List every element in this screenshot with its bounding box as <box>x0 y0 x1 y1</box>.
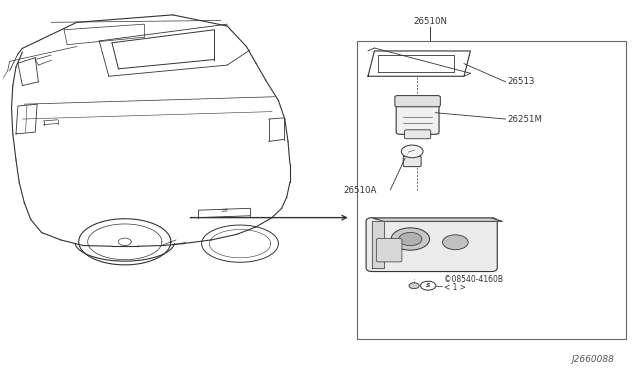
Circle shape <box>399 232 422 246</box>
Text: ©08540-4160B: ©08540-4160B <box>444 275 502 284</box>
Circle shape <box>443 235 468 250</box>
Polygon shape <box>372 221 384 268</box>
Text: 26510N: 26510N <box>413 17 447 26</box>
Circle shape <box>401 145 423 158</box>
Text: J2660088: J2660088 <box>572 355 614 364</box>
Polygon shape <box>372 218 502 221</box>
Circle shape <box>409 283 419 289</box>
Text: 26513: 26513 <box>508 77 535 86</box>
Text: 26251M: 26251M <box>508 115 543 124</box>
Text: < 1 >: < 1 > <box>444 283 465 292</box>
Bar <box>357 41 626 339</box>
Text: S: S <box>426 283 431 288</box>
FancyBboxPatch shape <box>396 100 439 134</box>
Text: 26510A: 26510A <box>343 186 376 195</box>
FancyBboxPatch shape <box>376 238 402 262</box>
FancyBboxPatch shape <box>366 218 497 272</box>
FancyBboxPatch shape <box>395 96 440 107</box>
Circle shape <box>420 281 436 290</box>
Circle shape <box>391 228 429 250</box>
FancyBboxPatch shape <box>403 156 421 167</box>
FancyBboxPatch shape <box>404 130 431 139</box>
